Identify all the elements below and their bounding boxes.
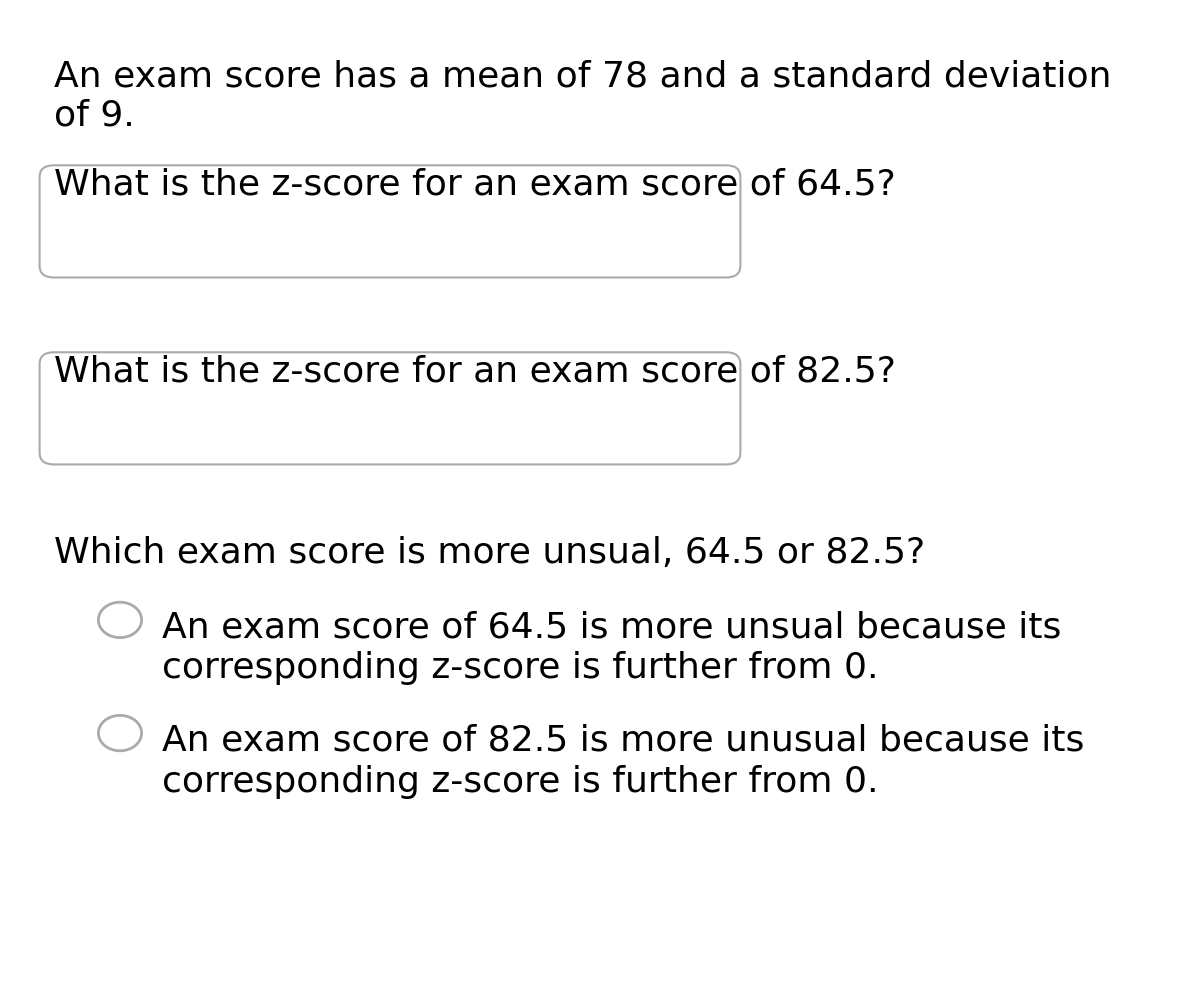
Text: What is the z-score for an exam score of 82.5?: What is the z-score for an exam score of… (54, 354, 896, 389)
Text: An exam score has a mean of 78 and a standard deviation: An exam score has a mean of 78 and a sta… (54, 59, 1111, 93)
Text: corresponding z-score is further from 0.: corresponding z-score is further from 0. (162, 651, 878, 686)
FancyBboxPatch shape (40, 165, 740, 277)
Text: An exam score of 82.5 is more unusual because its: An exam score of 82.5 is more unusual be… (162, 723, 1085, 758)
FancyBboxPatch shape (40, 352, 740, 464)
Text: of 9.: of 9. (54, 98, 134, 133)
Text: corresponding z-score is further from 0.: corresponding z-score is further from 0. (162, 765, 878, 799)
Text: What is the z-score for an exam score of 64.5?: What is the z-score for an exam score of… (54, 167, 895, 202)
Text: An exam score of 64.5 is more unsual because its: An exam score of 64.5 is more unsual bec… (162, 610, 1061, 645)
Text: Which exam score is more unsual, 64.5 or 82.5?: Which exam score is more unsual, 64.5 or… (54, 536, 925, 571)
